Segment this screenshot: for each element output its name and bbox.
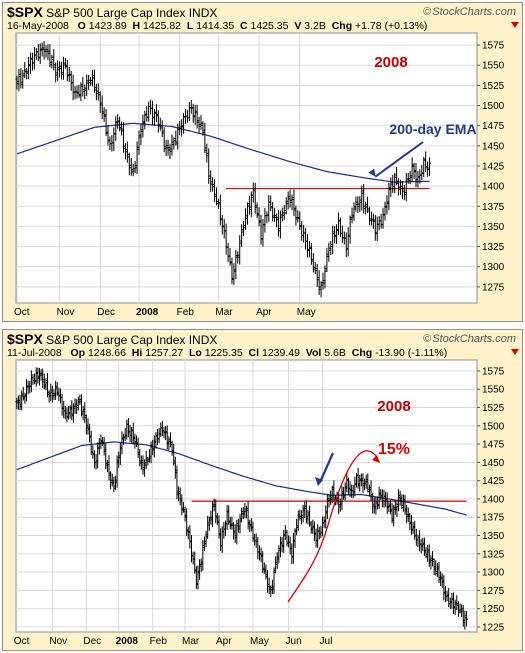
y-tick-label: 1475 [482,121,505,132]
x-tick-label: Dec [97,307,115,318]
x-tick-label: May [250,636,269,647]
x-tick-label: Apr [216,636,232,647]
x-tick-label: Nov [57,307,75,318]
y-tick-label: 1575 [482,366,505,377]
y-tick-label: 1550 [482,61,505,72]
y-tick-label: 1575 [482,41,505,52]
y-tick-label: 1425 [482,161,505,172]
x-tick-label: Nov [49,636,67,647]
plot-area [16,33,477,303]
x-tick-label: Apr [256,307,272,318]
x-tick-label: Mar [215,307,233,318]
y-tick-label: 1325 [482,242,505,253]
y-tick-label: 1450 [482,458,505,469]
x-tick-label: Mar [182,636,200,647]
x-tick-label: 2008 [116,636,139,647]
y-tick-label: 1400 [482,494,505,505]
annotation-label: 200-day EMA [389,121,476,137]
y-tick-label: 1425 [482,476,505,487]
y-tick-label: 1550 [482,385,505,396]
y-tick-label: 1450 [482,141,505,152]
y-tick-label: 1325 [482,549,505,560]
y-tick-label: 1475 [482,440,505,451]
x-tick-label: Jun [286,636,302,647]
y-tick-label: 1350 [482,222,505,233]
x-tick-label: Jul [320,636,333,647]
price-chart-bottom: 1225 1250 1275 1300 1325 1350 1375 1400 1425 1450… [3,330,522,650]
y-tick-label: 1375 [482,202,505,213]
y-tick-label: 1350 [482,531,505,542]
chart-panel-bottom: $SPX S&P 500 Large Cap Index INDX 11-Jul… [2,329,523,651]
y-tick-label: 1300 [482,568,505,579]
price-chart-top: 1275 1300 1325 1350 1375 1400 1425 1450 1475 1500… [3,3,522,321]
x-tick-label: 2008 [136,307,159,318]
annotation-label: 2008 [377,398,410,415]
x-tick-label: Feb [150,636,168,647]
y-tick-label: 1275 [482,282,505,293]
y-tick-label: 1500 [482,421,505,432]
y-tick-label: 1375 [482,513,505,524]
x-tick-label: Feb [177,307,195,318]
y-tick-label: 1500 [482,101,505,112]
x-tick-label: Dec [83,636,101,647]
y-tick-label: 1525 [482,81,505,92]
annotation-label: 2008 [374,54,407,71]
y-tick-label: 1275 [482,586,505,597]
x-tick-label: Oct [14,636,30,647]
x-tick-label: May [297,307,316,318]
y-tick-label: 1400 [482,182,505,193]
y-tick-label: 1525 [482,403,505,414]
chart-panel-top: $SPX S&P 500 Large Cap Index INDX 16-May… [2,2,523,322]
y-tick-label: 1300 [482,262,505,273]
y-tick-label: 1225 [482,622,505,633]
x-tick-label: Oct [14,307,30,318]
annotation-label: 15% [378,441,410,458]
y-tick-label: 1250 [482,604,505,615]
